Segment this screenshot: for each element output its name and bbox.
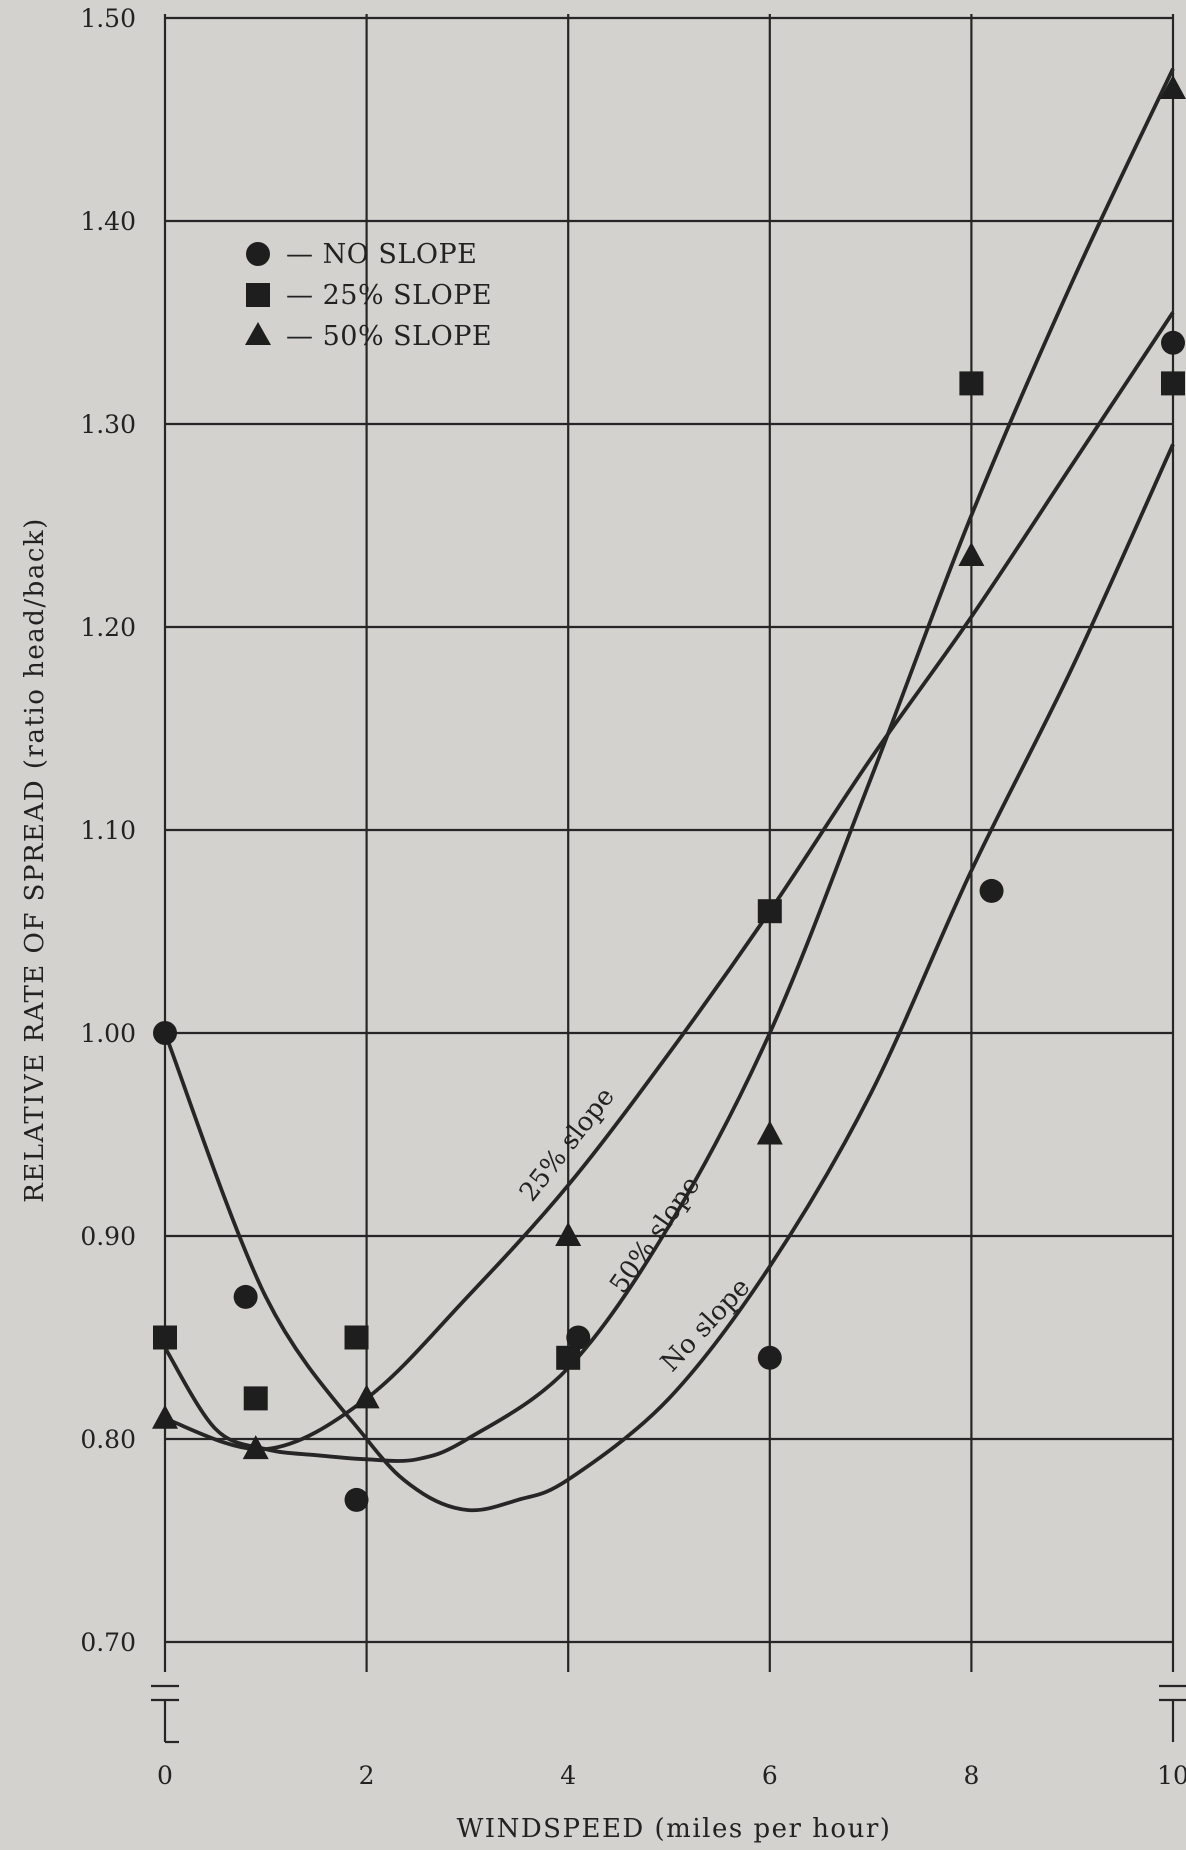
- data-point-square: [153, 1325, 177, 1350]
- data-point-circle: [757, 1345, 782, 1370]
- data-point-square: [1161, 371, 1185, 396]
- data-point-triangle: [353, 1384, 380, 1409]
- data-point-circle: [344, 1487, 369, 1512]
- legend-circle-marker: [246, 242, 270, 266]
- y-tick-label: 0.80: [80, 1425, 136, 1454]
- fit-curve-triangle: [163, 67, 1175, 1463]
- y-tick-label: 1.10: [80, 816, 136, 845]
- legend-label-25-slope: — 25% SLOPE: [286, 280, 492, 311]
- x-tick-label: 6: [762, 1761, 778, 1790]
- fit-curve-circle: [163, 443, 1175, 1513]
- data-point-triangle: [1160, 75, 1186, 100]
- data-points: [152, 75, 1186, 1512]
- legend-label-no-slope: — NO SLOPE: [286, 239, 477, 270]
- legend-square-marker: [246, 283, 270, 307]
- y-axis-title: RELATIVE RATE OF SPREAD (ratio head/back…: [20, 517, 50, 1203]
- y-tick-label: 1.20: [80, 613, 136, 642]
- data-point-square: [243, 1386, 268, 1411]
- x-tick-label: 0: [157, 1761, 173, 1790]
- legend-label-50-slope: — 50% SLOPE: [286, 321, 492, 352]
- data-point-triangle: [152, 1404, 178, 1429]
- legend: — NO SLOPE — 25% SLOPE — 50% SLOPE: [245, 239, 492, 352]
- data-point-square: [959, 371, 984, 396]
- data-point-circle: [233, 1284, 258, 1309]
- data-point-circle: [979, 878, 1004, 903]
- x-tick-label: 4: [560, 1761, 576, 1790]
- y-tick-label: 0.90: [80, 1222, 136, 1251]
- data-point-square: [556, 1345, 581, 1370]
- data-point-circle: [1161, 330, 1185, 355]
- fit-curve-square: [164, 311, 1175, 1452]
- y-tick-label: 1.00: [80, 1019, 136, 1048]
- data-point-square: [344, 1325, 369, 1350]
- curve-labels: 25% slope 50% slope No slope: [514, 1082, 756, 1378]
- x-tick-label: 8: [963, 1761, 979, 1790]
- data-point-triangle: [958, 541, 985, 566]
- data-point-circle: [566, 1325, 591, 1350]
- data-point-square: [757, 899, 782, 924]
- tick-labels: 0 2 4 6 8 10 1.50 1.40 1.30 1.20 1.10 1.00 0.90 0.80 0…: [80, 4, 1186, 1790]
- curve-label-none: No slope: [655, 1272, 756, 1377]
- data-point-triangle: [756, 1120, 783, 1145]
- legend-triangle-marker: [245, 322, 271, 345]
- x-tick-label: 2: [359, 1761, 375, 1790]
- data-point-triangle: [242, 1435, 269, 1460]
- y-tick-label: 1.50: [80, 4, 136, 33]
- y-tick-label: 1.40: [80, 207, 136, 236]
- x-tick-label: 10: [1157, 1761, 1186, 1790]
- y-tick-label: 1.30: [80, 410, 136, 439]
- data-point-triangle: [555, 1222, 582, 1246]
- plot-grid: [151, 14, 1186, 1744]
- y-tick-label: 0.70: [80, 1628, 136, 1657]
- x-axis-title: WINDSPEED (miles per hour): [457, 1814, 892, 1844]
- data-point-circle: [153, 1021, 177, 1045]
